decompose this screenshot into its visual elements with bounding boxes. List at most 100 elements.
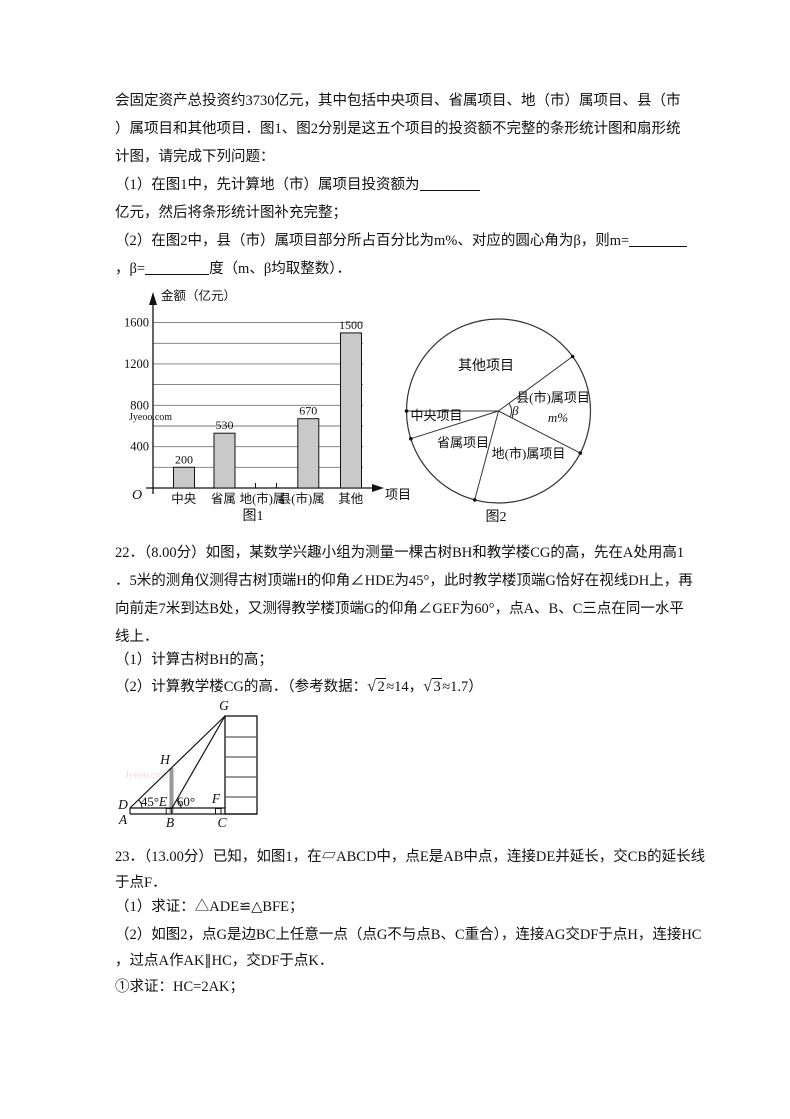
problem22-item2-mid: ≈14， xyxy=(386,679,424,695)
pie-slice-label: 其他项目 xyxy=(458,358,514,374)
bar-rect xyxy=(340,332,362,489)
bar-value-label: 530 xyxy=(216,418,234,432)
answer-blank xyxy=(145,261,210,275)
x-axis-arrow xyxy=(372,484,384,492)
y-axis-arrow xyxy=(149,292,157,305)
problem21-line-7: ，β= 度（m、β均取整数）． xyxy=(115,261,351,278)
problem22-item2-post: ≈1.7） xyxy=(442,679,483,695)
y-tick-label: 1600 xyxy=(124,316,149,330)
problem21-line-1: 会固定资产总投资约3730亿元，其中包括中央项目、省属项目、地（市）属项目、县（… xyxy=(115,93,681,109)
y-tick-label: 800 xyxy=(130,398,149,412)
right-angle-mark-B xyxy=(165,808,173,815)
pie-slice-label: 中央项目 xyxy=(410,408,462,423)
category-label: 省属 xyxy=(211,492,236,506)
building-floor-lines xyxy=(225,736,257,798)
problem23-item-2a: （2）如图2，点G是边BC上任意一点（点G不与点B、C重合），连接AG交DF于点… xyxy=(115,927,702,943)
figure2-caption: 图2 xyxy=(486,510,507,525)
radicand: 3 xyxy=(431,678,443,695)
watermark-text: Jyeoo.com xyxy=(129,412,172,423)
radical-sign: √ xyxy=(423,678,432,695)
pie-slice-label: 省属项目 xyxy=(437,435,489,450)
problem22-line-1: 22．（8.00分）如图，某数学兴趣小组为测量一棵古树BH和教学楼CG的高，先在… xyxy=(115,545,685,561)
problem23-line-2: 于点F． xyxy=(115,875,167,891)
pie-divider xyxy=(498,356,573,412)
angle-arc-D xyxy=(138,799,143,809)
pie-boundary-dot xyxy=(472,498,477,502)
point-label-G: G xyxy=(219,698,229,713)
pie-slice-label: 县(市)属项目 xyxy=(516,390,590,405)
bar-chart: 200 530 670 1500 中央 省属 地(市)属县(市)属 其他 400 800 1200 1… xyxy=(124,288,411,524)
category-label: 县(市)属 xyxy=(279,491,325,506)
problem21-line-4: （1）在图1中，先计算地（市）属项目投资额为 xyxy=(115,177,480,194)
pie-boundary-dot xyxy=(578,451,583,455)
bar-value-label: 1500 xyxy=(339,318,363,332)
beta-label: β xyxy=(511,403,519,418)
bar-rect xyxy=(173,466,195,489)
point-label-D: D xyxy=(117,797,128,812)
angle-label-45: 45° xyxy=(141,794,159,809)
pie-divider xyxy=(410,410,499,440)
sqrt-3: √ 3 xyxy=(423,678,443,695)
y-tick-label: 400 xyxy=(130,440,149,454)
origin-label: O xyxy=(132,488,142,503)
problem21-line-7b: 度（m、β均取整数）． xyxy=(209,261,351,277)
angle-label-60: 60° xyxy=(177,794,195,809)
x-axis-title: 项目 xyxy=(385,487,411,502)
point-label-C: C xyxy=(217,815,227,830)
category-label: 中央 xyxy=(171,491,197,506)
problem21-line-5: 亿元，然后将条形统计图补充完整； xyxy=(115,205,347,221)
radicand: 2 xyxy=(375,678,387,695)
pie-percent-label: m% xyxy=(548,410,568,425)
point-label-H: H xyxy=(159,752,171,767)
pie-boundary-dot xyxy=(570,354,575,359)
category-label: 其他 xyxy=(338,492,364,506)
answer-blank xyxy=(419,177,480,191)
sqrt-2: √ 2 xyxy=(367,678,387,695)
problem21-item2-text: （2）在图2中，县（市）属项目部分所占百分比为m%、对应的圆心角为β，则m= xyxy=(115,233,630,249)
problem23-line-1: 23．（13.00分）已知，如图1，在▱ABCD中，点E是AB中点，连接DE并延… xyxy=(115,849,706,865)
problem22-item-2: （2）计算教学楼CG的高．（参考数据：√ 2 ≈14，√ 3 ≈1.7） xyxy=(115,678,483,696)
pie-boundary-dot xyxy=(409,436,413,441)
geometry-figure: Jyeoo.com G H D A 45° E 60° F B xyxy=(117,698,258,830)
pie-divider xyxy=(474,410,499,501)
watermark-text: Jyeoo.com xyxy=(125,770,168,781)
point-label-E: E xyxy=(158,794,168,809)
sight-line-EG xyxy=(171,715,226,809)
bar-value-label: 670 xyxy=(299,404,317,418)
problem21-line-6: （2）在图2中，县（市）属项目部分所占百分比为m%、对应的圆心角为β，则m= xyxy=(115,233,688,250)
point-label-F: F xyxy=(211,791,221,806)
problem22-line-4: 线上． xyxy=(115,629,159,645)
problem21-item1-text: （1）在图1中，先计算地（市）属项目投资额为 xyxy=(115,177,420,193)
answer-blank xyxy=(629,233,688,247)
bar-rect xyxy=(213,432,236,489)
category-label: 地(市)属 xyxy=(240,491,286,506)
problem22-line-3: 向前走7米到达B处，又测得教学楼顶端G的仰角∠GEF为60°，点A、B、C三点在… xyxy=(115,601,684,617)
problem23-item-1: （1）求证：△ADE≌△BFE； xyxy=(115,899,304,915)
figure1-caption: 图1 xyxy=(243,509,264,524)
sight-line-DG xyxy=(129,715,226,809)
pie-divider xyxy=(498,410,581,454)
point-label-B: B xyxy=(166,815,174,830)
problem23-item-2b: ，过点A作AK∥HC，交DF于点K． xyxy=(115,953,334,969)
bar-rect xyxy=(297,418,320,489)
angle-arc-E xyxy=(176,799,182,809)
building-outline xyxy=(224,715,258,815)
bar-value-label: 200 xyxy=(175,452,193,466)
problem22-line-2: ．5米的测角仪测得古树顶端H的仰角∠HDE为45°，此时教学楼顶端G恰好在视线D… xyxy=(115,573,693,589)
problem21-line-7a: ，β= xyxy=(115,261,146,277)
beta-arc xyxy=(508,403,513,418)
y-axis-title: 金额（亿元） xyxy=(161,288,236,303)
problem23-sub-1: ①求证：HC=2AK； xyxy=(115,979,245,995)
problem21-line-2: ）属项目和其他项目．图1、图2分别是这五个项目的投资额不完整的条形统计图和扇形统 xyxy=(115,121,681,137)
pie-boundary-dot xyxy=(404,409,409,413)
point-label-A: A xyxy=(118,812,128,827)
radical-sign: √ xyxy=(367,678,376,695)
problem21-line-3: 计图，请完成下列问题： xyxy=(115,149,275,165)
right-angle-mark-C xyxy=(215,808,222,815)
problem22-item2-pre: （2）计算教学楼CG的高．（参考数据： xyxy=(115,679,368,695)
y-tick-label: 1200 xyxy=(124,357,149,371)
problem22-item-1: （1）计算古树BH的高； xyxy=(115,652,273,668)
pie-slice-label: 地(市)属项目 xyxy=(492,446,566,461)
